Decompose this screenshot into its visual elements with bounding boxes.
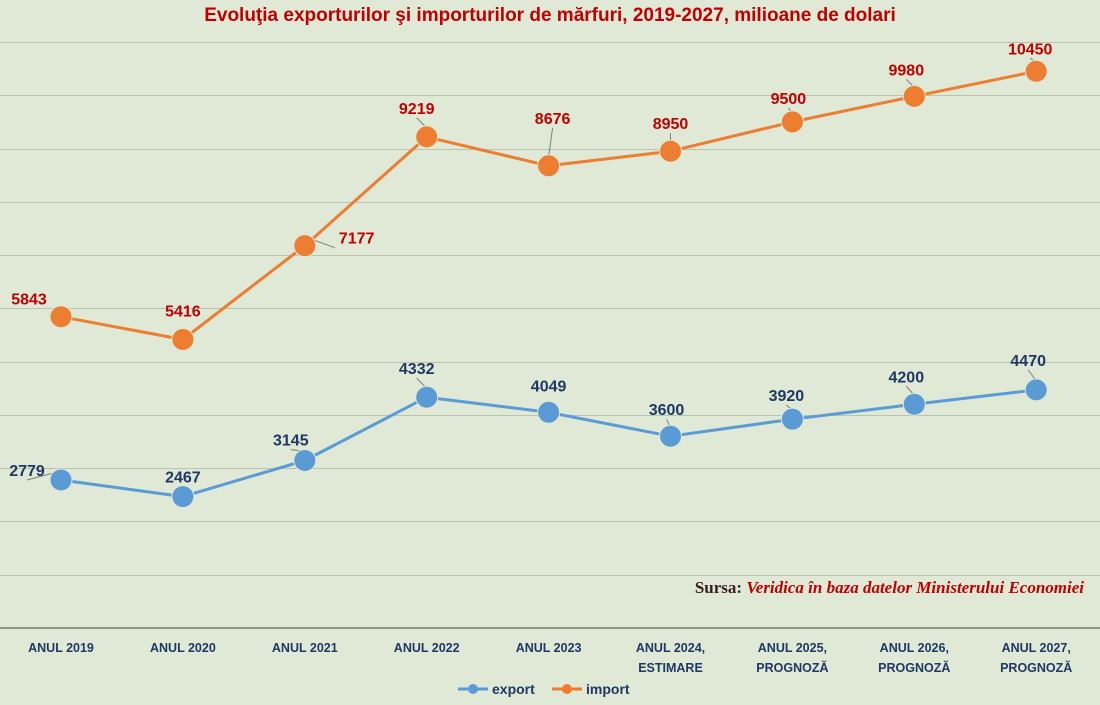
import-point: [49, 305, 73, 329]
x-tick-label: ANUL 2021: [272, 641, 338, 655]
import-data-label: 8676: [535, 111, 571, 128]
x-tick-label: ANUL 2019: [28, 641, 94, 655]
export-point: [902, 392, 926, 416]
import-data-label: 9500: [771, 91, 807, 108]
export-point: [659, 424, 682, 448]
export-point: [780, 407, 804, 431]
export-data-label: 3920: [769, 388, 805, 405]
import-data-label: 9219: [399, 101, 435, 118]
export-point: [293, 448, 317, 472]
x-tick-label: ANUL 2025, PROGNOZĂ: [756, 641, 828, 675]
export-point: [415, 385, 439, 409]
source-note: Sursa: Veridica în baza datelor Minister…: [695, 578, 1084, 598]
export-data-label: 4470: [1010, 353, 1046, 370]
data-label-leader: [548, 127, 554, 157]
import-data-label: 7177: [339, 231, 375, 248]
export-data-label: 3145: [273, 432, 309, 449]
x-tick-label: ANUL 2027, PROGNOZĂ: [1000, 641, 1072, 675]
import-data-label: 9980: [889, 62, 925, 79]
export-data-label: 2467: [165, 470, 201, 487]
import-point: [1024, 59, 1048, 83]
export-point: [1024, 378, 1048, 402]
export-data-label: 4332: [399, 361, 435, 378]
export-point: [537, 400, 561, 424]
export-point: [171, 485, 195, 509]
import-point: [415, 125, 439, 149]
legend-label: import: [586, 681, 630, 697]
chart-title: Evoluţia exporturilor şi importurilor de…: [204, 5, 896, 26]
import-point: [293, 234, 317, 258]
import-point: [537, 154, 561, 178]
export-data-label: 3600: [649, 402, 685, 419]
import-data-label: 10450: [1008, 41, 1053, 58]
export-data-label: 2779: [9, 463, 45, 480]
export-data-label: 4049: [531, 378, 567, 395]
export-data-label: 4200: [889, 369, 925, 386]
import-point: [659, 139, 682, 163]
legend-marker: [562, 684, 572, 694]
source-text: Veridica în baza datelor Ministerului Ec…: [746, 578, 1084, 597]
import-point: [780, 110, 804, 134]
import-data-label: 5843: [11, 292, 47, 309]
import-data-label: 5416: [165, 303, 201, 320]
legend-marker: [468, 684, 478, 694]
x-tick-label: ANUL 2020: [150, 641, 216, 655]
x-tick-label: ANUL 2024, ESTIMARE: [636, 641, 705, 675]
import-point: [171, 327, 195, 351]
x-tick-label: ANUL 2026, PROGNOZĂ: [878, 641, 950, 675]
source-prefix: Sursa:: [694, 578, 747, 597]
import-data-label: 8950: [653, 116, 689, 133]
x-tick-label: ANUL 2023: [516, 641, 582, 655]
x-tick-label: ANUL 2022: [394, 641, 460, 655]
legend-label: export: [492, 681, 535, 697]
import-point: [902, 84, 926, 108]
export-point: [49, 468, 73, 492]
